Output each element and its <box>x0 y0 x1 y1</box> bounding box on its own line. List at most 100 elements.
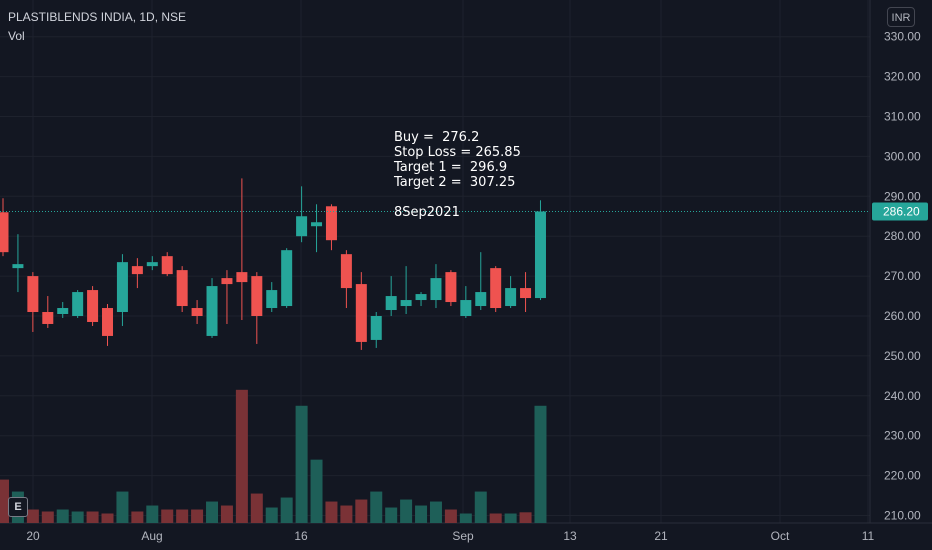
candle-body <box>340 254 352 289</box>
volume-bar <box>131 511 144 523</box>
candle-body <box>475 292 487 307</box>
volume-bar <box>101 513 114 523</box>
candle-body <box>72 292 84 316</box>
volume-bar <box>340 505 353 523</box>
symbol-title[interactable]: PLASTIBLENDS INDIA, 1D, NSE <box>8 10 187 24</box>
volume-bar <box>415 505 428 523</box>
candle-body <box>206 286 218 336</box>
candle-body <box>221 278 233 285</box>
trade-note: Buy = 276.2 Stop Loss = 265.85 Target 1 … <box>394 130 521 190</box>
candle-body <box>370 316 382 340</box>
price-tick-label: 240.00 <box>884 389 921 403</box>
candle-body <box>102 308 114 336</box>
volume-bar <box>161 509 174 523</box>
volume-bar <box>474 491 487 523</box>
volume-bar <box>325 501 338 523</box>
volume-bar <box>489 513 502 523</box>
volume-bar <box>534 405 547 523</box>
volume-bar <box>220 505 233 523</box>
volume-bar <box>429 501 442 523</box>
volume-bar <box>265 507 278 523</box>
price-tick-label: 300.00 <box>884 149 921 163</box>
volume-bar <box>310 459 323 523</box>
volume-bar <box>370 491 383 523</box>
volume-bar <box>444 509 457 523</box>
note-buy: Buy = 276.2 <box>394 130 480 145</box>
candle-body <box>281 250 293 307</box>
candle-body <box>251 276 263 316</box>
candle-body <box>311 222 323 227</box>
candle-body <box>0 212 9 253</box>
volume-bar <box>26 509 39 523</box>
volume-bar <box>400 499 413 523</box>
candle-body <box>161 256 173 275</box>
candle-body <box>42 312 54 324</box>
volume-bar <box>146 505 159 523</box>
candle-body <box>460 300 472 316</box>
candle-body <box>505 288 517 307</box>
candle-body <box>266 290 278 309</box>
volume-bar <box>176 509 189 523</box>
volume-bar <box>191 509 204 523</box>
volume-bar <box>280 497 293 523</box>
candle-body <box>27 276 39 313</box>
candle-body <box>415 294 427 301</box>
candle-body <box>445 272 457 303</box>
volume-bar <box>206 501 219 523</box>
volume-legend[interactable]: Vol <box>8 29 25 43</box>
time-tick-label: 20 <box>26 529 40 543</box>
volume-bar <box>71 511 84 523</box>
note-target-1: Target 1 = 296.9 <box>394 160 508 175</box>
time-tick-label: 13 <box>563 529 577 543</box>
volume-bar <box>56 509 69 523</box>
candle-body <box>191 308 203 316</box>
price-tick-label: 250.00 <box>884 349 921 363</box>
price-tick-label: 330.00 <box>884 30 921 44</box>
candle-body <box>12 264 24 269</box>
time-tick-label: 21 <box>654 529 668 543</box>
candle-body <box>236 272 248 283</box>
time-tick-label: Aug <box>141 529 162 543</box>
volume-bar <box>459 513 472 523</box>
price-tick-label: 260.00 <box>884 309 921 323</box>
candle-body <box>325 206 337 241</box>
volume-bar <box>295 405 308 523</box>
candle-body <box>400 300 412 307</box>
volume-bar <box>385 507 398 523</box>
candle-body <box>146 262 158 267</box>
time-tick-label: 16 <box>294 529 308 543</box>
candle-body <box>534 211 546 299</box>
candle-body <box>490 268 502 309</box>
candle-body <box>385 296 397 311</box>
volume-bar <box>116 491 129 523</box>
volume-bar <box>519 512 532 523</box>
time-tick-label: Sep <box>452 529 474 543</box>
price-tick-label: 270.00 <box>884 269 921 283</box>
price-tick-label: 320.00 <box>884 70 921 84</box>
price-tick-label: 280.00 <box>884 229 921 243</box>
currency-button[interactable]: INR <box>887 7 915 27</box>
last-price-label: 286.20 <box>883 204 920 218</box>
candle-body <box>116 262 128 313</box>
note-date: 8Sep2021 <box>394 205 460 220</box>
price-tick-label: 230.00 <box>884 429 921 443</box>
last-price-badge[interactable] <box>872 202 928 221</box>
candle-body <box>430 278 442 301</box>
candle-body <box>355 284 367 342</box>
volume-bar <box>355 499 368 523</box>
volume-bar <box>250 493 263 523</box>
note-target-2: Target 2 = 307.25 <box>394 175 516 190</box>
volume-bar <box>86 511 99 523</box>
price-tick-label: 310.00 <box>884 110 921 124</box>
time-tick-label: Oct <box>771 529 790 543</box>
volume-bar <box>235 389 248 523</box>
time-tick-label: 11 <box>862 529 875 543</box>
volume-bar <box>504 513 517 523</box>
candle-body <box>296 216 308 237</box>
candle-body <box>131 266 143 275</box>
price-tick-label: 210.00 <box>884 509 921 523</box>
earnings-icon[interactable]: E <box>8 497 28 517</box>
volume-bar <box>41 511 54 523</box>
